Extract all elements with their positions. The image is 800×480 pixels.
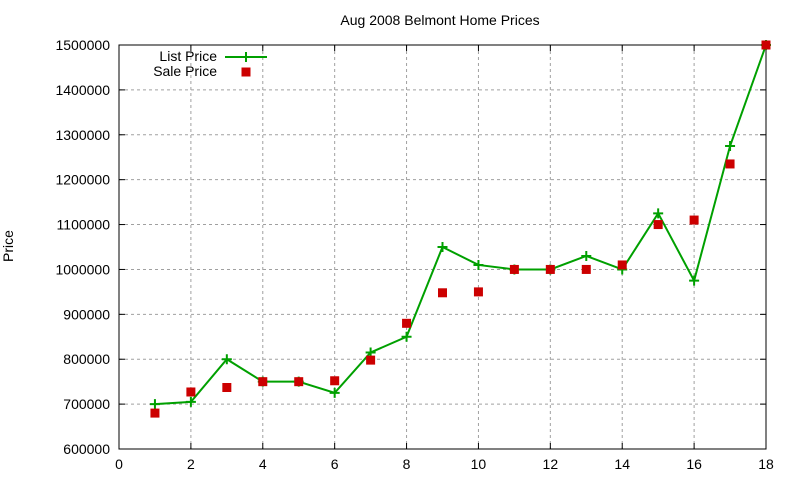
sale-price-marker	[258, 377, 268, 387]
sale-price-marker	[509, 264, 519, 274]
list-price-marker	[221, 354, 232, 365]
plot-border	[118, 44, 767, 450]
x-tick-label: 12	[543, 456, 559, 472]
x-tick-label: 18	[758, 456, 774, 472]
sale-price-marker	[402, 318, 412, 328]
y-tick-label: 800000	[63, 351, 110, 367]
y-tick-label: 1200000	[55, 172, 110, 188]
y-tick-label: 1000000	[55, 261, 110, 277]
sale-price-marker	[366, 355, 376, 365]
list-price-marker	[725, 141, 736, 151]
y-tick-label: 600000	[63, 441, 110, 457]
legend-swatch-sale-price	[241, 67, 251, 77]
sale-price-marker	[222, 383, 232, 393]
sale-price-marker	[761, 40, 771, 50]
sale-price-marker	[689, 215, 699, 225]
y-tick-label: 900000	[63, 306, 110, 322]
list-price-marker	[149, 399, 160, 410]
chart-title: Aug 2008 Belmont Home Prices	[340, 12, 540, 28]
y-tick-label: 700000	[63, 396, 110, 412]
sale-price-marker	[545, 264, 555, 274]
legend-label-sale-price: Sale Price	[153, 63, 217, 79]
sale-price-marker	[186, 387, 196, 397]
sale-price-marker	[473, 287, 483, 297]
sale-price-marker	[294, 377, 304, 387]
list-price-marker	[653, 208, 664, 219]
x-tick-label: 0	[115, 456, 123, 472]
list-price-marker	[185, 396, 196, 407]
sale-price-marker	[725, 159, 735, 169]
x-tick-label: 14	[614, 456, 630, 472]
sale-price-marker	[438, 288, 447, 298]
x-tick-label: 8	[403, 456, 411, 472]
x-tick-label: 2	[187, 456, 195, 472]
sale-price-marker	[653, 220, 663, 230]
sale-price-marker	[617, 260, 627, 270]
list-price-marker	[473, 259, 484, 270]
x-tick-label: 16	[686, 456, 702, 472]
list-price-marker	[401, 331, 412, 342]
list-price-marker	[329, 387, 340, 398]
x-tick-label: 10	[471, 456, 487, 472]
sale-price-marker	[330, 376, 340, 386]
x-tick-label: 6	[331, 456, 339, 472]
list-price-line	[154, 44, 767, 406]
y-tick-label: 1100000	[57, 217, 111, 233]
x-tick-label: 4	[259, 456, 267, 472]
list-price-marker	[581, 250, 592, 261]
sale-price-marker	[150, 408, 160, 418]
list-price-marker	[437, 242, 448, 252]
y-tick-label: 1500000	[55, 37, 110, 53]
y-tick-label: 1400000	[55, 82, 110, 98]
y-tick-label: 1300000	[55, 127, 110, 143]
legend-label-list-price: List Price	[159, 48, 217, 64]
list-price-marker	[689, 275, 700, 286]
sale-price-marker	[581, 264, 591, 274]
